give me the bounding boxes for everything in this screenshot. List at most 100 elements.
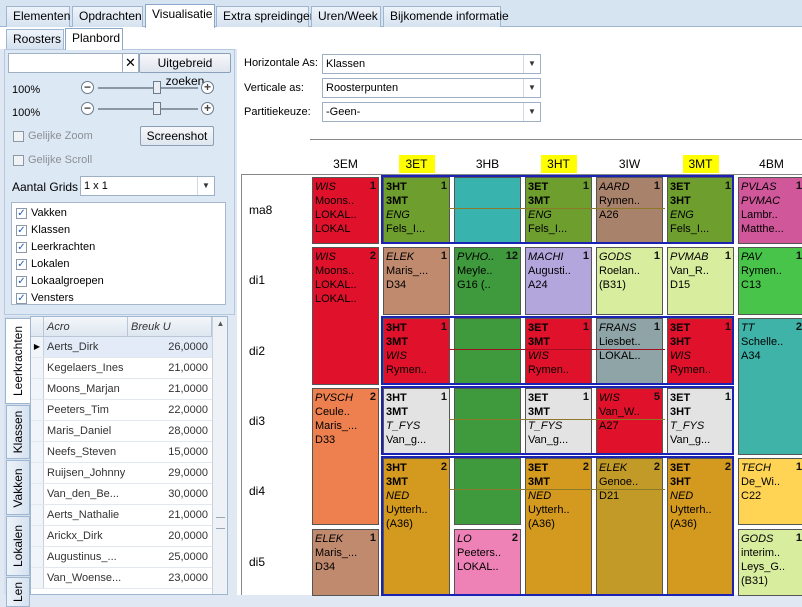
check-lokalen[interactable]: ✓ Lokalen — [16, 258, 70, 270]
tab-visualisatie[interactable]: Visualisatie — [145, 4, 215, 28]
table-row[interactable]: Kegelaers_Ines 21,0000 — [31, 358, 212, 379]
table-row[interactable]: Van_Woense... 23,0000 — [31, 568, 212, 589]
table-row[interactable]: Neefs_Steven 15,0000 — [31, 442, 212, 463]
lesson-cell[interactable] — [454, 458, 521, 526]
lesson-cell[interactable]: 3HT 3MT WIS Rymen.. 1 — [383, 317, 450, 385]
column-header-4bm[interactable]: 4BM — [759, 157, 784, 171]
lesson-cell[interactable]: TT Schelle.. A34 2 — [738, 317, 802, 456]
column-header-3et[interactable]: 3ET — [398, 155, 435, 173]
screenshot-button[interactable]: Screenshot — [140, 126, 214, 146]
lesson-cell[interactable]: TECH De_Wi.. C22 1 — [738, 458, 802, 526]
check-leerkrachten[interactable]: ✓ Leerkrachten — [16, 241, 95, 253]
zoom-horizontal-slider[interactable] — [153, 81, 162, 94]
lesson-cell[interactable] — [454, 177, 521, 245]
search-input[interactable] — [8, 53, 123, 73]
advanced-search-button[interactable]: Uitgebreid zoeken — [139, 53, 231, 88]
zoom-in-icon[interactable]: + — [201, 81, 214, 94]
check-vakken[interactable]: ✓ Vakken — [16, 207, 67, 219]
tab-opdrachten[interactable]: Opdrachten — [72, 6, 143, 27]
lesson-cell[interactable]: PVSCH Ceule.. Maris_... D33 2 — [312, 387, 379, 526]
table-row[interactable]: Ruijsen_Johnny 29,0000 — [31, 463, 212, 484]
lesson-cell[interactable]: 3ET 3MT WIS Rymen.. 1 — [525, 317, 592, 385]
column-header-3ht[interactable]: 3HT — [540, 155, 577, 173]
column-header-3iw[interactable]: 3IW — [618, 157, 641, 171]
sidetab-lokalen[interactable]: Lokalen — [6, 516, 30, 576]
scroll-grip-icon[interactable] — [216, 517, 225, 529]
sidetab-vakken[interactable]: Vakken — [6, 460, 30, 515]
lesson-cell[interactable] — [454, 317, 521, 385]
column-header-3hb[interactable]: 3HB — [475, 157, 500, 171]
same-scroll-checkbox[interactable]: Gelijke Scroll — [13, 154, 92, 166]
lesson-cell[interactable]: WIS Moons.. LOKAL.. LOKAL 1 — [312, 177, 379, 245]
horizontal-axis-select[interactable]: Klassen ▼ — [322, 54, 541, 74]
table-row[interactable]: ▶ Aerts_Dirk 26,0000 — [31, 337, 212, 358]
zoom-out-icon[interactable]: − — [81, 102, 94, 115]
cell-line: 3MT — [386, 405, 408, 418]
lesson-cell[interactable] — [454, 387, 521, 456]
zoom-vertical-slider[interactable] — [153, 102, 162, 115]
tab-elementen[interactable]: Elementen — [6, 6, 70, 27]
tab-bijkomende-informatie[interactable]: Bijkomende informatie — [383, 6, 509, 27]
lesson-cell[interactable]: ELEK Maris_... D34 1 — [312, 528, 379, 596]
lesson-cell[interactable]: 3HT 3MT NED Uytterh.. (A36) 2 — [383, 458, 450, 596]
grid-count-select[interactable]: 1 x 1 ▼ — [80, 176, 215, 196]
clear-search-button[interactable]: ✕ — [123, 53, 139, 73]
cell-breuk: 30,0000 — [168, 488, 208, 500]
column-header-breuk[interactable]: Breuk U — [128, 317, 212, 337]
lesson-cell[interactable]: 3ET 3MT NED Uytterh.. (A36) 2 — [525, 458, 592, 596]
column-header-acro[interactable]: Acro — [44, 317, 128, 337]
column-header-3mt[interactable]: 3MT — [682, 155, 719, 173]
grid-scrollbar[interactable]: ▲ — [212, 317, 227, 594]
same-zoom-checkbox[interactable]: Gelijke Zoom — [13, 130, 93, 142]
table-row[interactable]: Moons_Marjan 21,0000 — [31, 379, 212, 400]
lesson-cell[interactable]: GODS interim.. Leys_G.. (B31) 1 — [738, 528, 802, 596]
tab-roosters[interactable]: Roosters — [6, 29, 64, 49]
table-row[interactable]: Maris_Daniel 28,0000 — [31, 421, 212, 442]
table-row[interactable]: Arickx_Dirk 20,0000 — [31, 526, 212, 547]
check-klassen[interactable]: ✓ Klassen — [16, 224, 70, 236]
lesson-cell[interactable]: PVHO.. Meyle.. G16 (.. 12 — [454, 247, 521, 315]
sidetab-leerkrachten[interactable]: Leerkrachten — [5, 318, 31, 404]
lesson-cell[interactable]: ELEK Genoe.. D21 2 — [596, 458, 663, 596]
partition-select[interactable]: -Geen- ▼ — [322, 102, 541, 122]
lesson-cell[interactable]: 3ET 3MT ENG Fels_I... 1 — [525, 177, 592, 245]
table-row[interactable]: Peeters_Tim 22,0000 — [31, 400, 212, 421]
lesson-cell[interactable]: 3ET 3HT WIS Rymen.. 1 — [667, 317, 734, 385]
sidetab-klassen[interactable]: Klassen — [6, 405, 30, 459]
check-vensters[interactable]: ✓ Vensters — [16, 292, 74, 304]
cell-line: D34 — [386, 279, 407, 292]
vertical-axis-select[interactable]: Roosterpunten ▼ — [322, 78, 541, 98]
lesson-cell[interactable]: 3ET 3HT NED Uytterh.. (A36) 2 — [667, 458, 734, 596]
lesson-cell[interactable]: PVMAB Van_R.. D15 1 — [667, 247, 734, 315]
lesson-cell[interactable]: 3ET 3HT ENG Fels_I... 1 — [667, 177, 734, 245]
row-indicator — [31, 442, 44, 462]
table-row[interactable]: Aerts_Nathalie 21,0000 — [31, 505, 212, 526]
lesson-cell[interactable]: WIS Van_W.. A27 5 — [596, 387, 663, 456]
scroll-up-icon[interactable]: ▲ — [216, 319, 225, 328]
lesson-cell[interactable]: MACHI Augusti.. A24 1 — [525, 247, 592, 315]
lesson-cell[interactable]: FRANS Liesbet.. LOKAL.. 1 — [596, 317, 663, 385]
lesson-cell[interactable]: PVLAS PVMAC Lambr.. Matthe... 1 — [738, 177, 802, 245]
lesson-cell[interactable]: ELEK Maris_... D34 1 — [383, 247, 450, 315]
table-row[interactable]: Van_den_Be... 30,0000 — [31, 484, 212, 505]
lesson-cell[interactable]: PAV Rymen.. C13 1 — [738, 247, 802, 315]
tab-planbord[interactable]: Planbord — [65, 28, 123, 50]
lesson-cell[interactable]: LO Peeters.. LOKAL.. 2 — [454, 528, 521, 596]
lesson-cell[interactable]: GODS Roelan.. (B31) 1 — [596, 247, 663, 315]
check-lokaalgroepen[interactable]: ✓ Lokaalgroepen — [16, 275, 104, 287]
lesson-cell[interactable]: 3HT 3MT T_FYS Van_g... 1 — [383, 387, 450, 456]
cell-line: Uytterh.. — [528, 504, 570, 517]
tab-uren-week[interactable]: Uren/Week — [311, 6, 381, 27]
lesson-cell[interactable]: 3ET 3MT T_FYS Van_g... 1 — [525, 387, 592, 456]
lesson-cell[interactable]: 3HT 3MT ENG Fels_I... 1 — [383, 177, 450, 245]
column-header-3em[interactable]: 3EM — [333, 157, 358, 171]
lesson-cell[interactable]: AARD Rymen.. A26 1 — [596, 177, 663, 245]
zoom-in-icon[interactable]: + — [201, 102, 214, 115]
zoom-out-icon[interactable]: − — [81, 81, 94, 94]
lesson-cell[interactable]: WIS Moons.. LOKAL.. LOKAL.. 2 — [312, 247, 379, 385]
cell-line: Fels_I... — [670, 223, 710, 235]
sidetab-more[interactable]: Len — [6, 577, 30, 607]
table-row[interactable]: Augustinus_... 25,0000 — [31, 547, 212, 568]
tab-extra-spreidingen[interactable]: Extra spreidingen — [216, 6, 316, 27]
lesson-cell[interactable]: 3ET 3HT T_FYS Van_g... 1 — [667, 387, 734, 456]
